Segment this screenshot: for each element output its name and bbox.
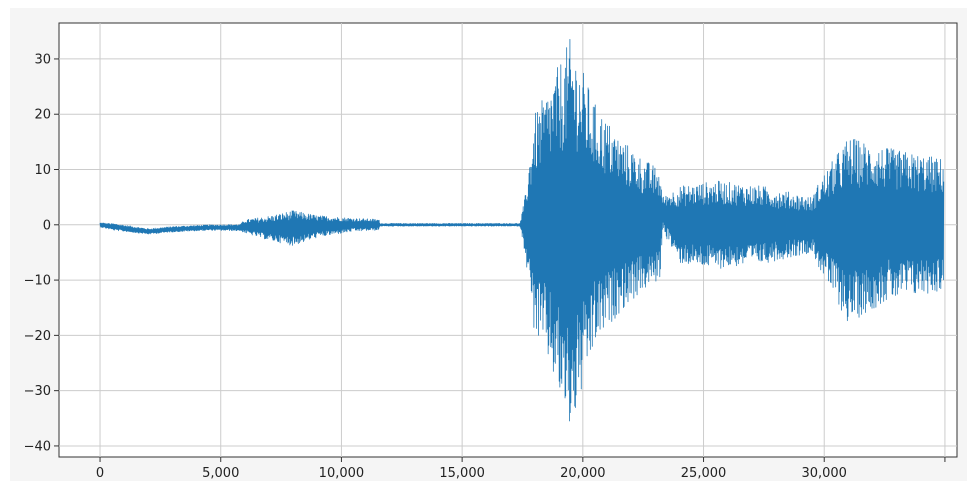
y-tick-label: 20 [34,108,51,123]
x-tick-label: 15,000 [439,466,485,481]
y-axis: 30 20 10 0 −10 −20 −30 −40 [24,52,59,454]
x-tick-label: 30,000 [801,466,847,481]
y-tick-label: 30 [34,52,51,67]
x-tick-label: 20,000 [560,466,606,481]
y-tick-label: −40 [24,439,51,454]
y-tick-label: −10 [24,274,51,289]
x-tick-label: 10,000 [319,466,365,481]
x-tick-label: 25,000 [681,466,727,481]
y-tick-label: 10 [34,163,51,178]
x-tick-label: 0 [96,466,104,481]
x-axis: 0 5,000 10,000 15,000 20,000 25,000 30,000 [96,457,946,481]
series-layer [99,38,945,422]
x-tick-label: 5,000 [202,466,239,481]
series-line [99,38,945,422]
y-tick-label: −30 [24,384,51,399]
y-tick-label: 0 [43,218,51,233]
y-tick-label: −20 [24,329,51,344]
